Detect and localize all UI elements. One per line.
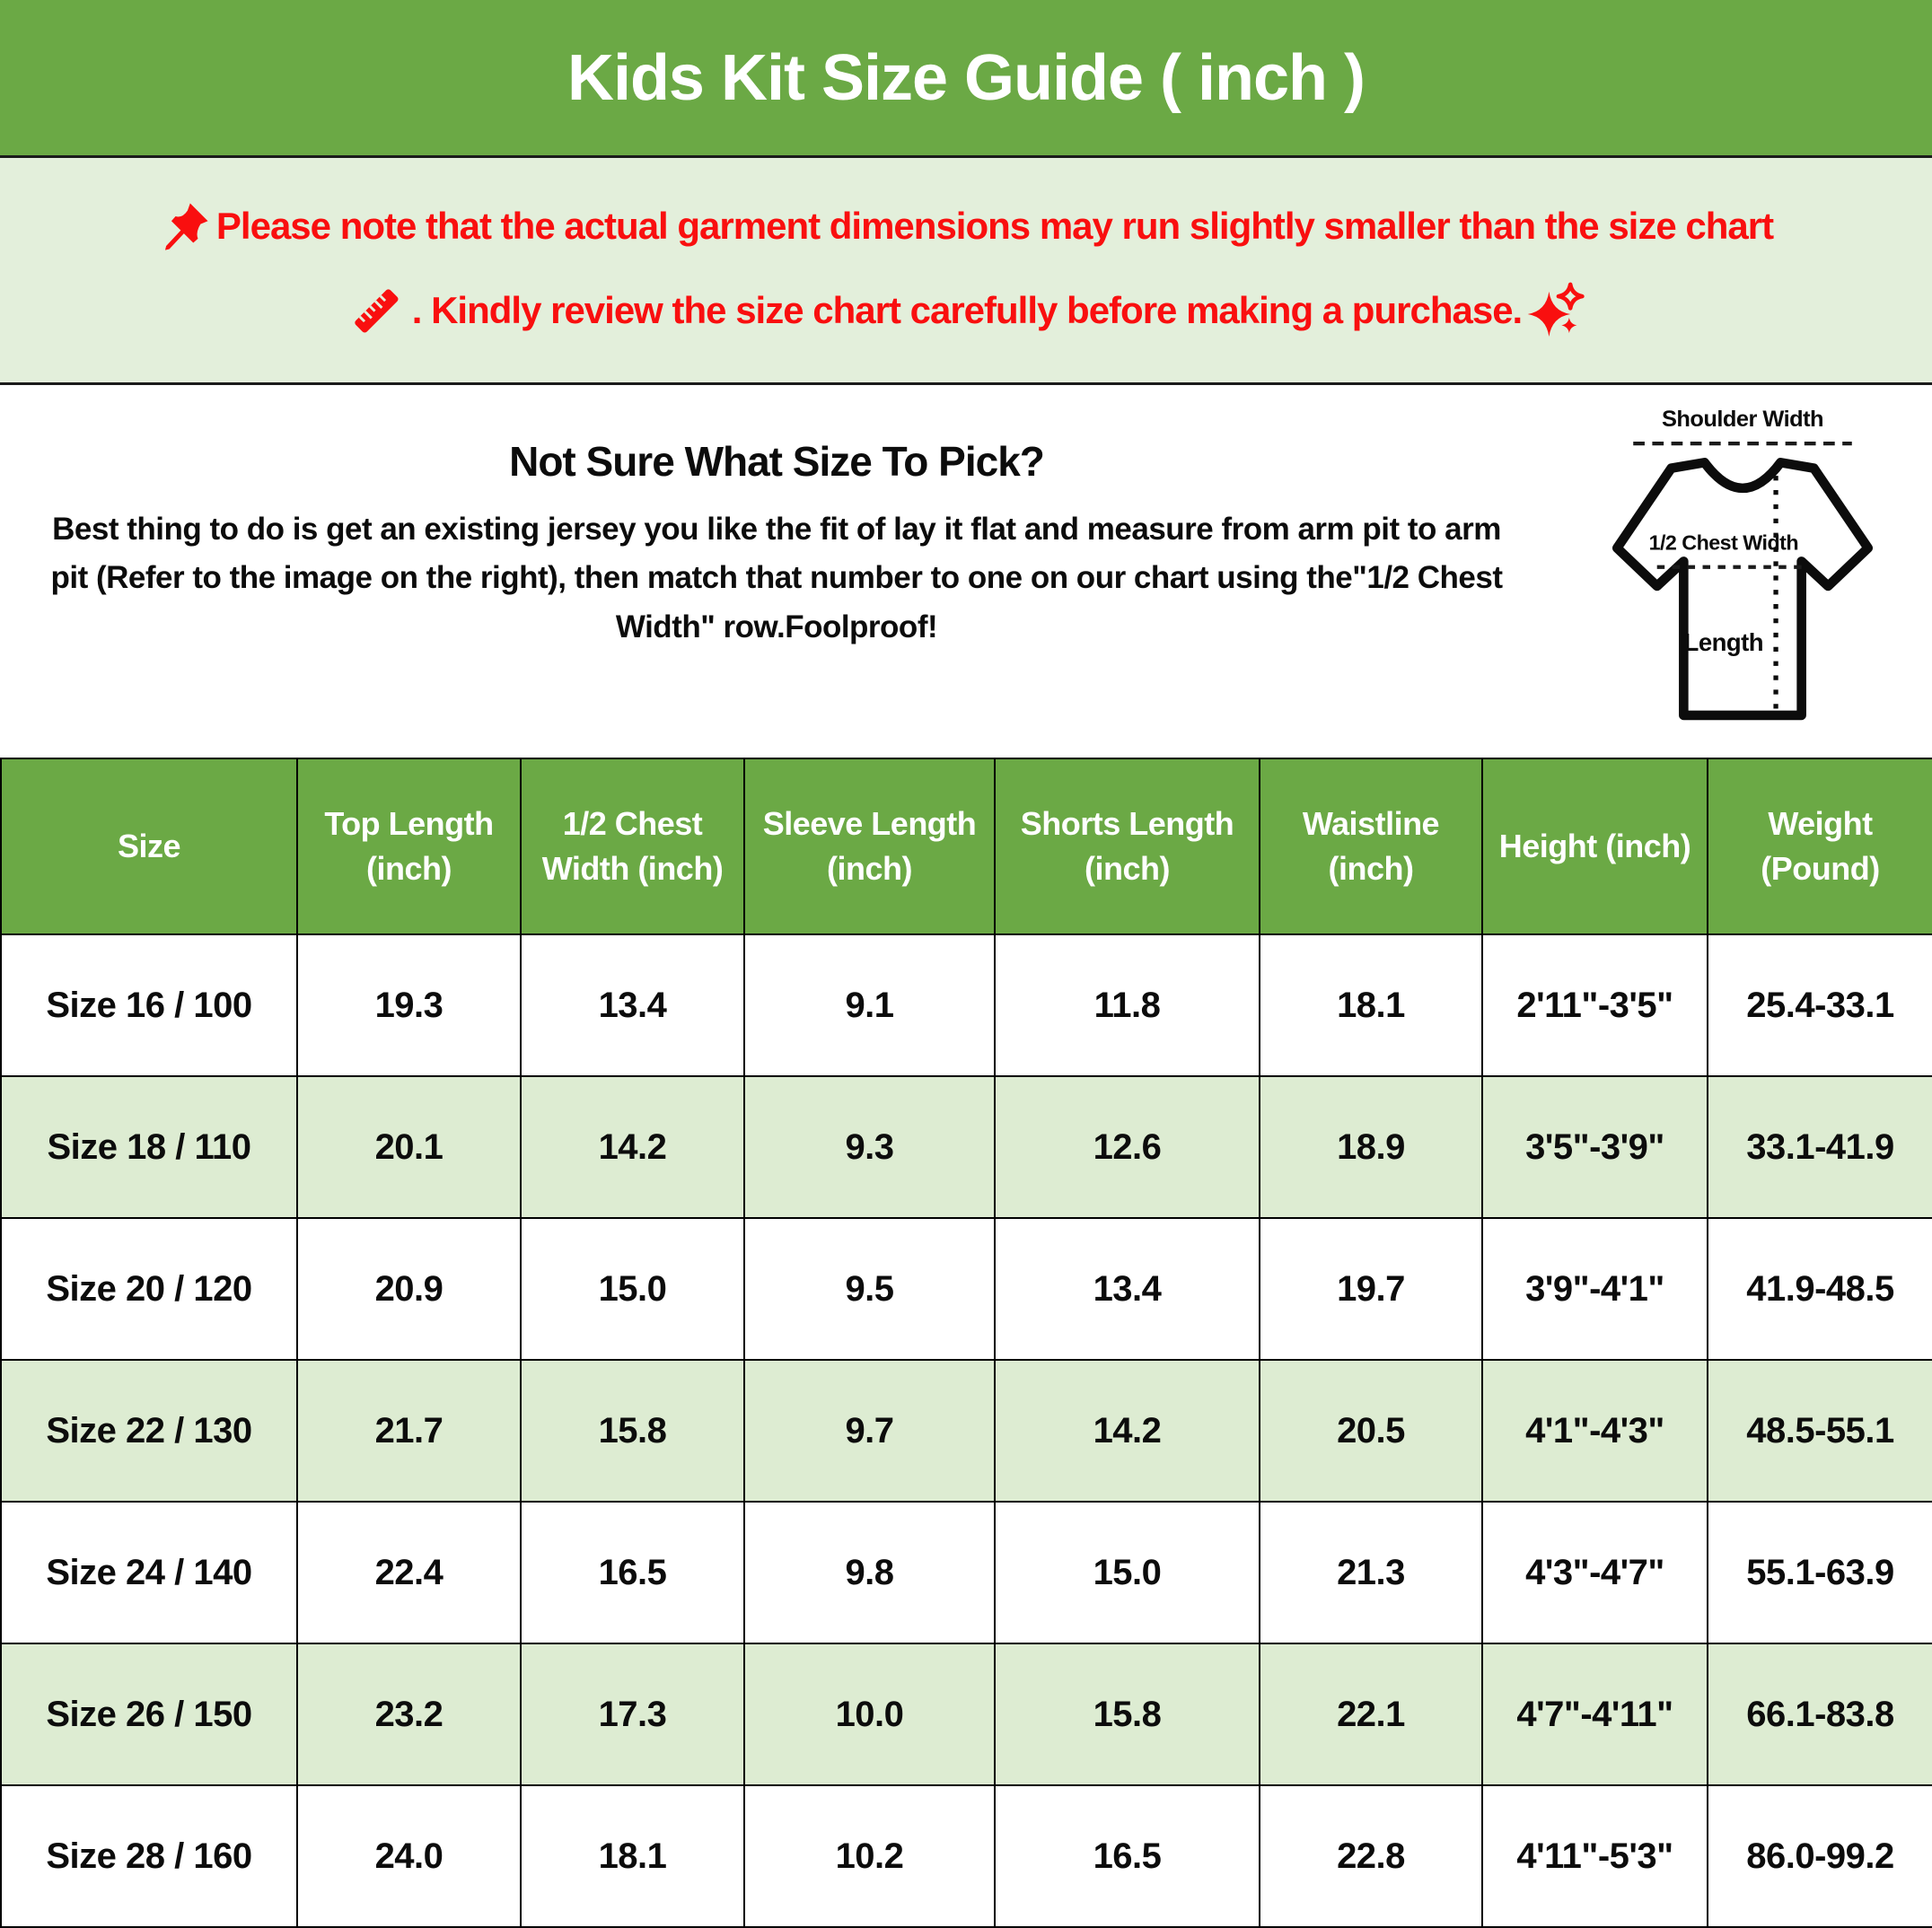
- table-row: Size 18 / 110 20.1 14.2 9.3 12.6 18.9 3'5"-3'9…: [0, 1075, 1932, 1219]
- tshirt-outline: [1611, 457, 1874, 721]
- value-cell: 20.5: [1259, 1359, 1483, 1503]
- value-cell: 12.6: [994, 1075, 1260, 1219]
- value-cell: 20.9: [296, 1217, 522, 1361]
- notice-text-1: Please note that the actual garment dime…: [215, 205, 1774, 247]
- value-cell: 15.8: [994, 1643, 1260, 1786]
- size-cell: Size 20 / 120: [0, 1217, 298, 1361]
- value-cell: 13.4: [994, 1217, 1260, 1361]
- value-cell: 9.8: [743, 1501, 996, 1644]
- value-cell: 11.8: [994, 933, 1260, 1077]
- size-cell: Size 26 / 150: [0, 1643, 298, 1786]
- value-cell: 10.2: [743, 1784, 996, 1928]
- value-cell: 10.0: [743, 1643, 996, 1786]
- value-cell: 20.1: [296, 1075, 522, 1219]
- value-cell: 16.5: [520, 1501, 745, 1644]
- column-header: Size: [0, 758, 298, 935]
- title-bar: Kids Kit Size Guide ( inch ): [0, 0, 1932, 158]
- value-cell: 9.5: [743, 1217, 996, 1361]
- value-cell: 33.1-41.9: [1707, 1075, 1932, 1219]
- table-row: Size 16 / 100 19.3 13.4 9.1 11.8 18.1 2'11"-3'…: [0, 933, 1932, 1077]
- value-cell: 18.1: [1259, 933, 1483, 1077]
- size-cell: Size 28 / 160: [0, 1784, 298, 1928]
- size-table: Size Top Length (inch) 1/2 Chest Width (in…: [0, 758, 1932, 1928]
- value-cell: 22.8: [1259, 1784, 1483, 1928]
- value-cell: 9.1: [743, 933, 996, 1077]
- column-header: Top Length (inch): [296, 758, 522, 935]
- size-table-header-row: Size Top Length (inch) 1/2 Chest Width (in…: [0, 758, 1932, 935]
- chest-width-label: 1/2 Chest Width: [1649, 531, 1798, 555]
- value-cell: 2'11"-3'5": [1481, 933, 1708, 1077]
- tshirt-diagram: Shoulder Width 1/2 Chest Width Length: [1553, 385, 1932, 758]
- value-cell: 4'11"-5'3": [1481, 1784, 1708, 1928]
- value-cell: 24.0: [296, 1784, 522, 1928]
- notice-line-1: Please note that the actual garment dime…: [0, 200, 1932, 252]
- notice-text-2: . Kindly review the size chart carefully…: [411, 289, 1523, 331]
- value-cell: 19.7: [1259, 1217, 1483, 1361]
- value-cell: 17.3: [520, 1643, 745, 1786]
- size-table-body: Size 16 / 100 19.3 13.4 9.1 11.8 18.1 2'11"-3'…: [0, 933, 1932, 1928]
- value-cell: 3'9"-4'1": [1481, 1217, 1708, 1361]
- value-cell: 15.0: [994, 1501, 1260, 1644]
- column-header: Waistline (inch): [1259, 758, 1483, 935]
- value-cell: 23.2: [296, 1643, 522, 1786]
- value-cell: 13.4: [520, 933, 745, 1077]
- table-row: Size 22 / 130 21.7 15.8 9.7 14.2 20.5 4'1"-4'3…: [0, 1359, 1932, 1503]
- value-cell: 4'3"-4'7": [1481, 1501, 1708, 1644]
- size-cell: Size 18 / 110: [0, 1075, 298, 1219]
- length-label: Length: [1684, 628, 1764, 656]
- value-cell: 15.0: [520, 1217, 745, 1361]
- value-cell: 14.2: [994, 1359, 1260, 1503]
- page-title: Kids Kit Size Guide ( inch ): [566, 41, 1366, 114]
- value-cell: 18.1: [520, 1784, 745, 1928]
- value-cell: 22.1: [1259, 1643, 1483, 1786]
- value-cell: 9.3: [743, 1075, 996, 1219]
- table-row: Size 28 / 160 24.0 18.1 10.2 16.5 22.8 4'11"-5…: [0, 1784, 1932, 1928]
- value-cell: 25.4-33.1: [1707, 933, 1932, 1077]
- size-help-body: Best thing to do is get an existing jers…: [50, 512, 1503, 644]
- value-cell: 18.9: [1259, 1075, 1483, 1219]
- value-cell: 16.5: [994, 1784, 1260, 1928]
- sparkles-icon: [1525, 281, 1585, 340]
- ruler-icon: [347, 282, 405, 339]
- value-cell: 4'7"-4'11": [1481, 1643, 1708, 1786]
- value-cell: 22.4: [296, 1501, 522, 1644]
- value-cell: 41.9-48.5: [1707, 1217, 1932, 1361]
- value-cell: 66.1-83.8: [1707, 1643, 1932, 1786]
- column-header: Weight (Pound): [1707, 758, 1932, 935]
- column-header: 1/2 Chest Width (inch): [520, 758, 745, 935]
- shoulder-width-label: Shoulder Width: [1662, 407, 1823, 432]
- value-cell: 15.8: [520, 1359, 745, 1503]
- value-cell: 19.3: [296, 933, 522, 1077]
- size-cell: Size 22 / 130: [0, 1359, 298, 1503]
- value-cell: 86.0-99.2: [1707, 1784, 1932, 1928]
- size-help-text: Not Sure What Size To Pick? Best thing t…: [0, 385, 1553, 758]
- size-cell: Size 16 / 100: [0, 933, 298, 1077]
- column-header: Shorts Length (inch): [994, 758, 1260, 935]
- table-row: Size 26 / 150 23.2 17.3 10.0 15.8 22.1 4'7"-4'…: [0, 1643, 1932, 1786]
- value-cell: 14.2: [520, 1075, 745, 1219]
- table-row: Size 20 / 120 20.9 15.0 9.5 13.4 19.7 3'9"-4'1…: [0, 1217, 1932, 1361]
- size-help-heading: Not Sure What Size To Pick?: [509, 438, 1045, 485]
- column-header: Height (inch): [1481, 758, 1708, 935]
- pushpin-icon: [159, 200, 211, 252]
- value-cell: 55.1-63.9: [1707, 1501, 1932, 1644]
- notice-banner: Please note that the actual garment dime…: [0, 158, 1932, 385]
- value-cell: 9.7: [743, 1359, 996, 1503]
- value-cell: 48.5-55.1: [1707, 1359, 1932, 1503]
- value-cell: 21.3: [1259, 1501, 1483, 1644]
- table-row: Size 24 / 140 22.4 16.5 9.8 15.0 21.3 4'3"-4'7…: [0, 1501, 1932, 1644]
- size-cell: Size 24 / 140: [0, 1501, 298, 1644]
- value-cell: 21.7: [296, 1359, 522, 1503]
- notice-line-2: . Kindly review the size chart carefully…: [0, 281, 1932, 340]
- value-cell: 4'1"-4'3": [1481, 1359, 1708, 1503]
- size-help-section: Not Sure What Size To Pick? Best thing t…: [0, 385, 1932, 758]
- value-cell: 3'5"-3'9": [1481, 1075, 1708, 1219]
- column-header: Sleeve Length (inch): [743, 758, 996, 935]
